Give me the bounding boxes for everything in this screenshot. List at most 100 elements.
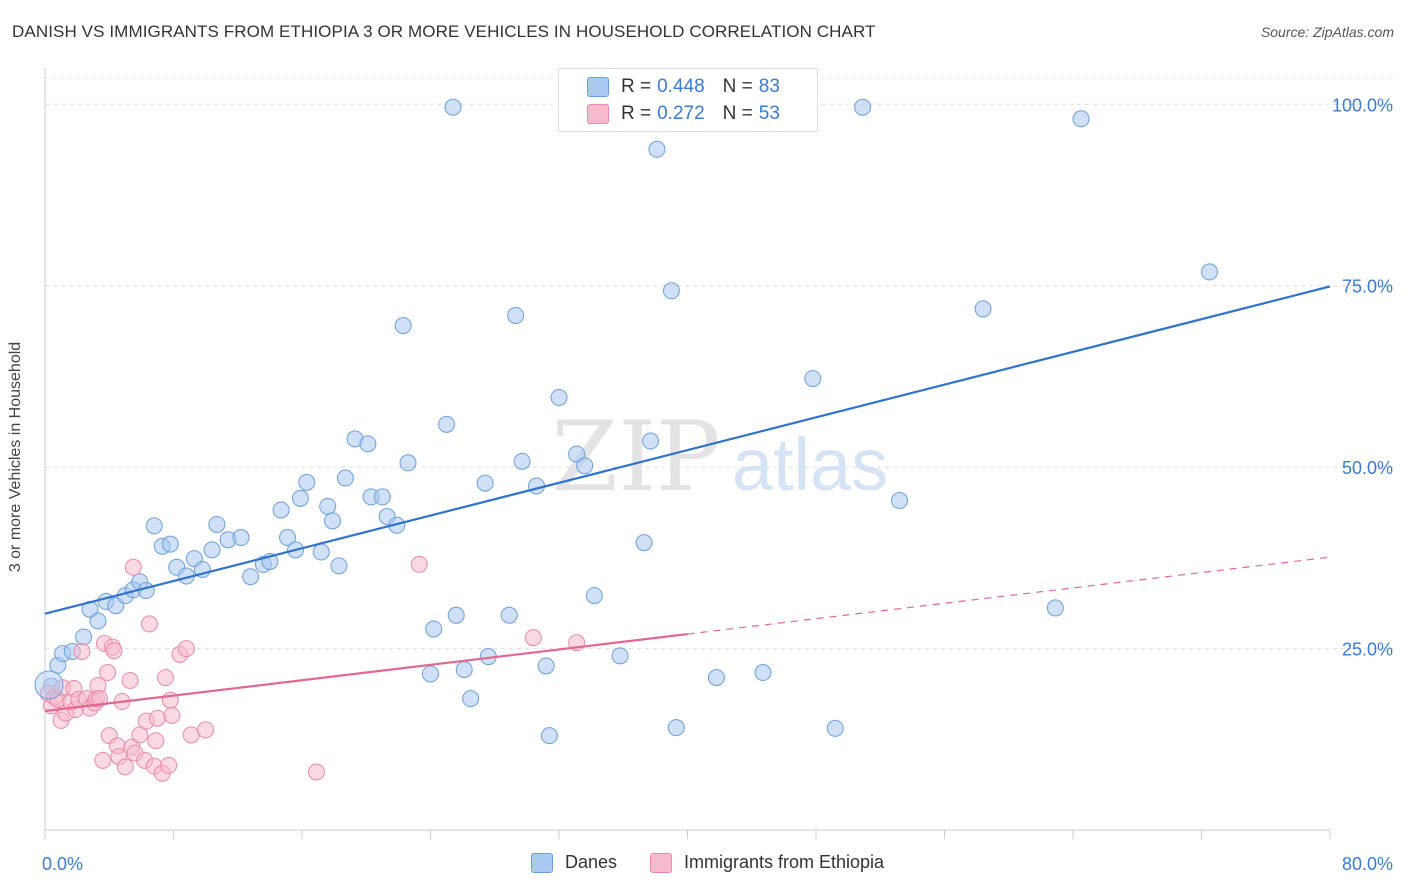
legend-swatch-danes (587, 77, 609, 97)
danes-point (648, 140, 666, 158)
chart-title: DANISH VS IMMIGRANTS FROM ETHIOPIA 3 OR … (12, 22, 876, 41)
ethiopia-point (197, 721, 215, 739)
ethiopia-point (73, 642, 91, 660)
danes-point (754, 664, 772, 682)
legend-n-label: N = (722, 76, 753, 97)
legend-n-value: 83 (758, 76, 780, 97)
bottom-legend-ethiopia[interactable]: Immigrants from Ethiopia (650, 852, 884, 873)
danes-point (447, 606, 465, 624)
danes-point (399, 454, 417, 472)
danes-point (707, 669, 725, 687)
danes-point (550, 388, 568, 406)
danes-point (854, 98, 872, 116)
trend-lines (44, 285, 1331, 713)
ethiopia-point (307, 763, 325, 781)
legend-r-value: 0.448 (657, 76, 705, 97)
y-tick-label: 75.0% (1342, 277, 1393, 297)
danes-point (298, 473, 316, 491)
bottom-legend-label-ethiopia: Immigrants from Ethiopia (684, 852, 885, 872)
danes-point (438, 415, 456, 433)
x-tick-label: 80.0% (1342, 854, 1393, 874)
ethiopia-point (410, 555, 428, 573)
danes-point (642, 432, 660, 450)
danes-point (455, 661, 473, 679)
ethiopia-point (99, 664, 117, 682)
danes-point (635, 534, 653, 552)
danes-point (513, 452, 531, 470)
danes-point (208, 515, 226, 533)
danes-point (826, 719, 844, 737)
bottom-legend-swatch-ethiopia (650, 852, 672, 873)
danes-point (203, 541, 221, 559)
ethiopia-point (524, 629, 542, 647)
danes-point (242, 568, 260, 586)
danes-point (568, 445, 586, 463)
danes-point (422, 665, 439, 683)
danes-point (89, 612, 107, 630)
danes-point (1201, 263, 1219, 281)
legend-swatch-ethiopia (587, 104, 609, 124)
danes-point (232, 529, 250, 547)
ethiopia-point (177, 640, 195, 658)
danes-point (804, 370, 822, 388)
danes-point (272, 501, 290, 519)
legend-row-danes: R = 0.448 N = 83 (587, 75, 780, 99)
danes-point (319, 497, 337, 515)
danes-point (507, 306, 525, 324)
ethiopia-point (147, 732, 165, 750)
danes-point (75, 628, 93, 646)
ethiopia-point (131, 726, 149, 744)
ethiopia-trend-line (44, 632, 688, 713)
ethiopia-point (91, 690, 109, 708)
danes-point (662, 282, 680, 300)
danes-point (891, 492, 909, 510)
ethiopia-trend-extension (687, 556, 1331, 635)
ethiopia-point (140, 615, 158, 633)
legend-n-label: N = (722, 103, 753, 124)
legend-n-value: 53 (758, 103, 780, 124)
ethiopia-point (94, 751, 112, 769)
legend-r-value: 0.272 (657, 103, 705, 124)
danes-trend-line (44, 285, 1331, 615)
ethiopia-point (182, 726, 200, 744)
ethiopia-point (124, 558, 142, 576)
legend-row-ethiopia: R = 0.272 N = 53 (587, 102, 780, 126)
ethiopia-point (160, 756, 178, 774)
danes-point (667, 719, 685, 737)
ethiopia-point (105, 642, 123, 660)
danes-point (444, 98, 462, 116)
ethiopia-point (121, 672, 139, 690)
danes-point (330, 557, 348, 575)
ethiopia-point (116, 758, 134, 776)
danes-point (324, 512, 342, 530)
danes-point (576, 457, 594, 475)
danes-point (312, 543, 330, 561)
y-tick-label: 25.0% (1342, 640, 1393, 660)
ethiopia-point (163, 706, 181, 724)
danes-point (336, 469, 354, 487)
x-tick-label: 0.0% (42, 854, 83, 874)
data-points (34, 97, 1219, 782)
legend: R = 0.448 N = 83 R = 0.272 N = 53 (558, 68, 818, 132)
danes-point (373, 488, 391, 506)
bottom-legend-danes[interactable]: Danes (531, 852, 617, 873)
ethiopia-point (148, 709, 166, 727)
bottom-legend-label-danes: Danes (565, 852, 618, 872)
danes-point (476, 474, 494, 492)
legend-r-label: R = (621, 103, 652, 124)
watermark: ZIP atlas (551, 401, 888, 513)
bottom-legend: Danes Immigrants from Ethiopia (0, 852, 1406, 876)
ethiopia-point (156, 669, 174, 687)
y-tick-label: 100.0% (1332, 95, 1393, 115)
danes-point (161, 535, 179, 553)
tick-labels: 25.0% 50.0% 75.0% 100.0% 0.0% 80.0% (42, 95, 1393, 874)
danes-point (611, 647, 629, 665)
source-label: Source: ZipAtlas.com (1260, 24, 1394, 40)
danes-point (291, 489, 309, 507)
danes-point (34, 670, 64, 700)
danes-point (1046, 599, 1064, 617)
danes-point (500, 606, 518, 624)
danes-point (279, 529, 297, 547)
legend-r-label: R = (621, 76, 652, 97)
